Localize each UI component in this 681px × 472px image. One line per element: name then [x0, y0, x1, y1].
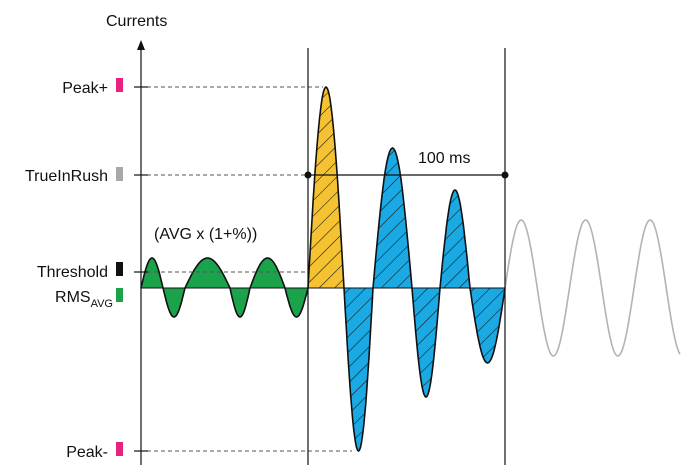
- rms-avg-label-main: RMS: [55, 289, 91, 306]
- pre-lobe-fill-4: [250, 258, 285, 288]
- duration-start-dot: [304, 171, 312, 179]
- duration-end-dot: [501, 171, 509, 179]
- inrush-lobe-hatch-9: [412, 288, 440, 397]
- waveform-curves: [140, 85, 681, 453]
- y-axis-title: Currents: [106, 13, 167, 30]
- peak-plus-label: Peak+: [62, 80, 108, 97]
- peak-minus-marker: [116, 442, 123, 456]
- pre-lobe-fill-2: [185, 258, 230, 288]
- inrush-lobe-hatch-11: [470, 288, 505, 363]
- y-axis-arrowhead: [137, 40, 145, 50]
- waveform-fills: [141, 87, 505, 451]
- rms-avg-label: RMSAVG: [55, 289, 113, 310]
- threshold-marker: [116, 262, 123, 276]
- peak-plus-marker: [116, 78, 123, 92]
- pre-lobe-fill-1: [163, 288, 185, 317]
- level-guides: [147, 86, 352, 452]
- first-lobe-hatch-6: [308, 87, 344, 288]
- true-inrush-marker: [116, 167, 123, 181]
- pre-lobe-fill-0: [141, 258, 163, 288]
- peak-minus-label: Peak-: [66, 444, 108, 461]
- true-inrush-label: TrueInRush: [25, 168, 108, 185]
- post-event-wave: [504, 219, 681, 357]
- duration-label: 100 ms: [418, 150, 470, 167]
- pre-lobe-fill-5: [285, 288, 308, 317]
- threshold-formula: (AVG x (1+%)): [154, 226, 257, 243]
- threshold-label: Threshold: [37, 264, 108, 281]
- rms-avg-label-subscript: AVG: [91, 298, 113, 310]
- inrush-lobe-hatch-8: [373, 148, 412, 288]
- inrush-lobe-hatch-10: [440, 190, 470, 288]
- inrush-lobe-hatch-7: [344, 288, 373, 451]
- rms-avg-marker: [116, 288, 123, 302]
- pre-lobe-fill-3: [230, 288, 250, 317]
